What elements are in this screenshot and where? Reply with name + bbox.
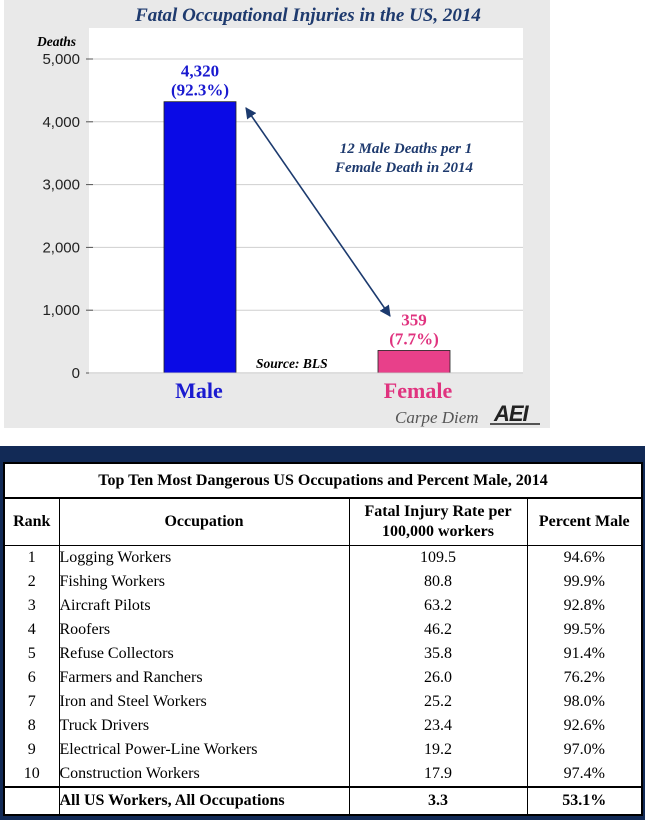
percent-cell: 92.8%	[526, 594, 643, 618]
rate-cell: 23.4	[348, 714, 528, 738]
table-row: 2 Fishing Workers 80.8 99.9%	[3, 570, 643, 594]
percent-cell: 99.9%	[526, 570, 643, 594]
source-note: Source: BLS	[256, 356, 328, 371]
rank-cell: 10	[3, 762, 60, 787]
rate-cell: 63.2	[348, 594, 528, 618]
bar-chart: 0 1,000 2,000 3,000 4,000 5,000 4,320(92.3%) M…	[4, 0, 550, 428]
occupation-cell: Fishing Workers	[58, 570, 350, 594]
table-row: 9 Electrical Power-Line Workers 19.2 97.0%	[3, 738, 643, 762]
value-label: 4,320	[181, 62, 219, 81]
percent-cell: 76.2%	[526, 666, 643, 690]
rank-cell: 1	[3, 545, 60, 570]
y-tick-label: 1,000	[42, 302, 80, 319]
percent-cell: 99.5%	[526, 618, 643, 642]
table-row: 4 Roofers 46.2 99.5%	[3, 618, 643, 642]
y-tick-label: 4,000	[42, 114, 80, 131]
occupations-table: Top Ten Most Dangerous US Occupations an…	[3, 462, 644, 816]
total-percent: 53.1%	[526, 786, 643, 815]
rank-cell: 6	[3, 666, 60, 690]
occupation-cell: Farmers and Ranchers	[58, 666, 350, 690]
y-tick-label: 3,000	[42, 177, 80, 194]
rate-cell: 17.9	[348, 762, 528, 787]
bar-female	[377, 350, 451, 374]
table-row: 8 Truck Drivers 23.4 92.6%	[3, 714, 643, 738]
percent-cell: 98.0%	[526, 690, 643, 714]
occupation-cell: Logging Workers	[58, 545, 350, 570]
percent-cell: 91.4%	[526, 642, 643, 666]
total-rank-cell	[3, 786, 60, 815]
occupation-cell: Roofers	[58, 618, 350, 642]
rate-cell: 35.8	[348, 642, 528, 666]
total-rate: 3.3	[348, 786, 528, 815]
rank-cell: 9	[3, 738, 60, 762]
table-row: 5 Refuse Collectors 35.8 91.4%	[3, 642, 643, 666]
occupation-cell: Electrical Power-Line Workers	[58, 738, 350, 762]
rate-cell: 109.5	[348, 545, 528, 570]
header-percent-male: Percent Male	[526, 498, 643, 546]
rank-cell: 3	[3, 594, 60, 618]
rate-cell: 46.2	[348, 618, 528, 642]
percent-cell: 94.6%	[526, 545, 643, 570]
rank-cell: 7	[3, 690, 60, 714]
plot-area	[89, 28, 523, 374]
table-title: Top Ten Most Dangerous US Occupations an…	[3, 463, 643, 499]
value-label: 359	[401, 310, 427, 329]
annotation-line-1: 12 Male Deaths per 1	[340, 141, 473, 157]
table-panel: Top Ten Most Dangerous US Occupations an…	[0, 446, 645, 820]
y-tick-label: 2,000	[42, 239, 80, 256]
table-row: 6 Farmers and Ranchers 26.0 76.2%	[3, 666, 643, 690]
table-row: 10 Construction Workers 17.9 97.4%	[3, 762, 643, 787]
category-label: Male	[175, 378, 223, 403]
rank-cell: 5	[3, 642, 60, 666]
occupation-cell: Iron and Steel Workers	[58, 690, 350, 714]
rate-cell: 19.2	[348, 738, 528, 762]
rank-cell: 8	[3, 714, 60, 738]
rate-cell: 80.8	[348, 570, 528, 594]
chart-title: Fatal Occupational Injuries in the US, 2…	[134, 5, 481, 26]
category-label: Female	[384, 378, 453, 403]
total-occupation: All US Workers, All Occupations	[58, 786, 350, 815]
rate-cell: 25.2	[348, 690, 528, 714]
aei-logo-icon: AEI	[490, 401, 540, 426]
occupation-cell: Truck Drivers	[58, 714, 350, 738]
annotation-line-2: Female Death in 2014	[334, 160, 473, 176]
branding-text: Carpe Diem	[395, 408, 479, 427]
occupation-cell: Aircraft Pilots	[58, 594, 350, 618]
chart-panel: 0 1,000 2,000 3,000 4,000 5,000 4,320 (92.3%) M…	[4, 0, 550, 428]
occupation-cell: Construction Workers	[58, 762, 350, 787]
bar-male	[163, 101, 237, 374]
rank-cell: 4	[3, 618, 60, 642]
table-row: 3 Aircraft Pilots 63.2 92.8%	[3, 594, 643, 618]
percent-cell: 97.0%	[526, 738, 643, 762]
table-row: 1 Logging Workers 109.5 94.6%	[3, 545, 643, 570]
percent-label: (7.7%)	[389, 329, 439, 348]
header-rank: Rank	[3, 498, 60, 546]
table-row: 7 Iron and Steel Workers 25.2 98.0%	[3, 690, 643, 714]
y-axis-label: Deaths	[36, 34, 76, 49]
rank-cell: 2	[3, 570, 60, 594]
svg-text:AEI: AEI	[493, 401, 530, 426]
rate-cell: 26.0	[348, 666, 528, 690]
header-rate: Fatal Injury Rate per 100,000 workers	[348, 498, 528, 546]
total-row: All US Workers, All Occupations 3.3 53.1…	[3, 786, 643, 815]
comparison-arrow	[245, 107, 391, 317]
y-tick-label: 5,000	[42, 51, 80, 68]
percent-cell: 92.6%	[526, 714, 643, 738]
y-tick-label: 0	[72, 365, 80, 382]
occupation-cell: Refuse Collectors	[58, 642, 350, 666]
header-occupation: Occupation	[58, 498, 350, 546]
percent-label: (92.3%)	[171, 81, 229, 100]
percent-cell: 97.4%	[526, 762, 643, 787]
